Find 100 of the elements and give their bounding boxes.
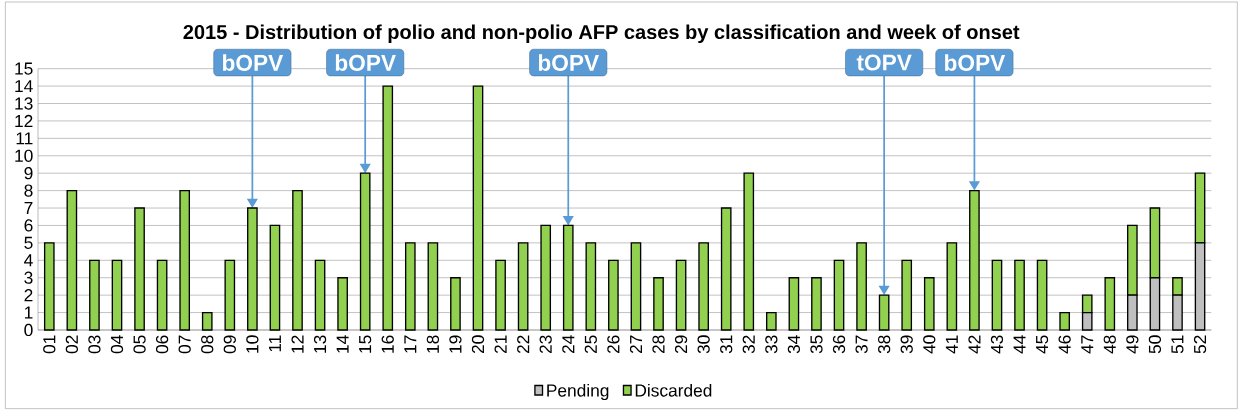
x-tick-label: 35 xyxy=(810,335,823,354)
x-tick-label: 17 xyxy=(404,335,417,353)
bar xyxy=(991,259,1003,331)
bar xyxy=(382,85,394,331)
y-tick-label: 10 xyxy=(15,149,33,162)
x-tick-label: 49 xyxy=(1126,335,1139,354)
x-tick-label: 11 xyxy=(268,335,281,352)
x-tick-label: 36 xyxy=(832,335,846,354)
y-tick-label: 3 xyxy=(24,271,33,284)
x-tick-label: 24 xyxy=(562,335,575,354)
x-tick-label: 06 xyxy=(155,335,169,354)
x-tick-label: 12 xyxy=(291,335,304,353)
bar xyxy=(788,277,800,331)
x-tick-label: 23 xyxy=(539,335,552,354)
bar xyxy=(698,242,709,331)
y-tick-label: 11 xyxy=(16,132,33,145)
x-tick-label: 51 xyxy=(1171,335,1184,354)
bar xyxy=(337,277,348,331)
bar xyxy=(630,242,642,331)
x-tick-label: 20 xyxy=(471,335,485,354)
bar xyxy=(811,277,822,331)
bar xyxy=(404,242,416,331)
annotation: bOPV xyxy=(223,54,284,71)
y-tick-label: 4 xyxy=(24,254,33,267)
x-tick-label: 37 xyxy=(855,335,868,354)
bar xyxy=(833,259,845,331)
bar xyxy=(201,311,213,331)
bar xyxy=(675,259,687,331)
bar xyxy=(269,224,281,331)
legend-label: Discarded xyxy=(635,383,712,397)
x-tick-label: 21 xyxy=(494,335,507,354)
bar xyxy=(1104,277,1116,331)
bar xyxy=(43,242,55,331)
x-tick-label: 22 xyxy=(517,335,530,354)
x-tick-label: 39 xyxy=(900,335,913,354)
x-tick-label: 45 xyxy=(1036,335,1049,354)
bar xyxy=(901,259,913,331)
bar xyxy=(179,189,191,331)
x-tick-label: 42 xyxy=(968,335,981,354)
x-tick-label: 26 xyxy=(607,335,620,354)
y-tick-label: 12 xyxy=(15,114,33,127)
x-tick-label: 38 xyxy=(878,335,891,354)
legend-label: Pending xyxy=(547,383,609,401)
y-tick-label: 8 xyxy=(24,184,33,197)
x-tick-label: 33 xyxy=(765,335,778,354)
y-tick-label: 13 xyxy=(15,97,33,110)
x-tick-label: 50 xyxy=(1148,335,1162,354)
annotation: tOPV xyxy=(856,54,912,71)
x-tick-label: 01 xyxy=(43,335,56,354)
y-tick-label: 0 xyxy=(24,323,33,337)
bar xyxy=(111,259,123,331)
x-tick-label: 19 xyxy=(449,335,462,353)
x-tick-label: 30 xyxy=(697,335,710,354)
x-tick-label: 46 xyxy=(1058,335,1071,354)
bar xyxy=(1059,311,1070,331)
bar xyxy=(946,242,958,331)
bar xyxy=(450,277,461,331)
y-tick-label: 6 xyxy=(24,219,33,232)
bar xyxy=(585,242,597,331)
y-tick-label: 2 xyxy=(24,289,33,302)
y-tick-label: 15 xyxy=(15,62,33,75)
x-tick-label: 29 xyxy=(674,335,688,354)
y-tick-label: 9 xyxy=(24,167,33,180)
x-tick-label: 10 xyxy=(246,335,259,353)
x-tick-label: 34 xyxy=(787,335,801,354)
x-tick-label: 31 xyxy=(720,335,733,354)
x-tick-label: 13 xyxy=(313,335,327,353)
chart-title: 2015 - Distribution of polio and non-polio AFP cases by classification and week of onset xyxy=(183,24,1020,44)
x-tick-label: 27 xyxy=(629,335,642,354)
x-tick-label: 52 xyxy=(1193,335,1207,354)
x-tick-label: 09 xyxy=(223,335,236,354)
y-tick-label: 5 xyxy=(24,236,33,249)
x-tick-label: 47 xyxy=(1081,335,1094,354)
x-tick-label: 08 xyxy=(201,335,214,354)
x-tick-label: 05 xyxy=(133,335,146,354)
bar xyxy=(923,277,935,331)
bar xyxy=(495,259,506,331)
annotation: bOPV xyxy=(945,54,1006,71)
bar xyxy=(1036,259,1048,331)
x-tick-label: 48 xyxy=(1103,335,1116,354)
bar xyxy=(540,224,552,331)
y-tick-label: 1 xyxy=(24,306,33,319)
x-tick-label: 28 xyxy=(652,335,665,354)
x-tick-label: 04 xyxy=(110,335,124,354)
y-tick-label: 14 xyxy=(15,80,33,93)
bar xyxy=(1014,259,1025,331)
x-tick-label: 44 xyxy=(1013,335,1026,354)
bar xyxy=(856,242,867,331)
bar xyxy=(134,207,145,331)
y-tick-label: 7 xyxy=(24,202,33,214)
x-tick-label: 43 xyxy=(990,335,1004,354)
bar xyxy=(766,311,777,331)
bar xyxy=(472,85,484,331)
bar xyxy=(427,242,439,331)
bar xyxy=(66,189,78,331)
bar xyxy=(292,189,303,331)
x-tick-label: 02 xyxy=(65,335,78,354)
bar xyxy=(314,259,326,331)
bar xyxy=(608,259,619,331)
x-tick-label: 18 xyxy=(426,335,440,353)
